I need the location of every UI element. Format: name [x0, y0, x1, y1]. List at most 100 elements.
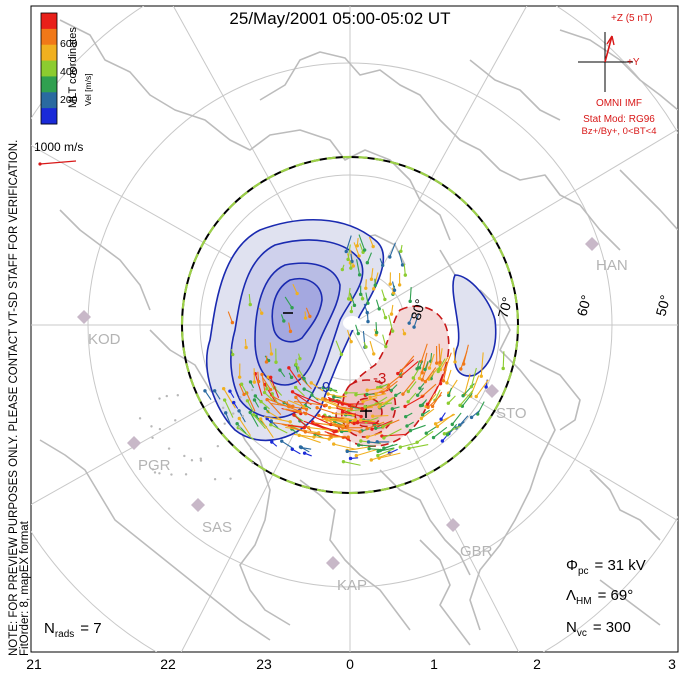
- velocity-vector: [388, 372, 405, 386]
- imf-vector: [604, 35, 613, 63]
- velocity-vector: [438, 358, 446, 370]
- velocity-vector: [335, 405, 352, 410]
- velocity-vector-origin: [361, 399, 365, 404]
- velocity-vector-origin: [364, 286, 368, 290]
- velocity-vector-origin: [365, 310, 369, 315]
- velocity-vector: [241, 383, 248, 396]
- velocity-vector: [348, 409, 361, 412]
- velocity-vector: [345, 235, 352, 252]
- velocity-vector-origin: [415, 393, 420, 397]
- imf-stat-mod: Stat Mod: RG96: [583, 114, 655, 125]
- velocity-vector: [293, 433, 315, 438]
- velocity-vector: [347, 446, 369, 451]
- velocity-vector: [224, 399, 234, 418]
- velocity-vector: [381, 289, 386, 300]
- velocity-vector-origin: [419, 416, 424, 421]
- imf-y-label: +Y: [627, 57, 640, 68]
- velocity-vector: [369, 393, 387, 398]
- velocity-vector: [270, 377, 280, 398]
- velocity-vector-origin: [312, 435, 316, 439]
- velocity-vector: [312, 435, 330, 440]
- velocity-vector-origin: [317, 413, 321, 418]
- velocity-vector-origin: [345, 449, 349, 454]
- imf-condition: Bz+/By+, 0<BT<4: [582, 126, 657, 137]
- colorbar-segment: [41, 44, 57, 62]
- velocity-vector-origin: [334, 429, 338, 433]
- velocity-vector-origin: [381, 424, 385, 428]
- velocity-vector-origin: [326, 392, 330, 396]
- fit-order-note: FitOrder: 8, mapEX format: [19, 520, 31, 656]
- radar-site-sto: STO: [485, 384, 527, 422]
- data-point: [251, 461, 254, 465]
- velocity-vector-origin: [235, 421, 239, 426]
- velocity-vector-origin: [372, 352, 376, 356]
- velocity-vector: [347, 450, 358, 453]
- velocity-vector-origin: [303, 430, 308, 434]
- velocity-vector-origin: [372, 287, 376, 291]
- data-point: [216, 444, 220, 448]
- velocity-vector: [400, 355, 415, 372]
- velocity-vector: [402, 378, 416, 395]
- data-point: [249, 447, 253, 451]
- velocity-vector-origin: [412, 325, 416, 329]
- velocity-vector: [236, 423, 247, 434]
- imf-clock: +Z (5 nT) +Y OMNI IMF Stat Mod: RG96 Bz+…: [578, 13, 657, 137]
- velocity-vector-origin: [349, 309, 354, 314]
- velocity-vector: [246, 400, 254, 413]
- velocity-vector: [367, 432, 383, 438]
- velocity-vector: [295, 387, 305, 397]
- data-point: [239, 396, 242, 399]
- velocity-vector-origin: [388, 282, 392, 286]
- velocity-vector-origin: [391, 291, 396, 295]
- velocity-vector: [447, 423, 458, 436]
- radar-site-icon: [585, 237, 599, 251]
- mlt-label-3: 3: [668, 656, 676, 672]
- radar-site-pgr: PGR: [127, 436, 171, 474]
- velocity-vector-origin: [365, 261, 370, 265]
- data-point: [241, 414, 245, 418]
- velocity-vector: [421, 383, 437, 397]
- colorbar-segment: [41, 60, 57, 77]
- velocity-vector: [428, 368, 438, 380]
- velocity-vector: [248, 294, 251, 305]
- velocity-vector-origin: [403, 404, 407, 409]
- velocity-vector-origin: [407, 321, 411, 325]
- coords-label: MLT coordinates: [67, 27, 79, 108]
- data-point: [170, 473, 173, 476]
- velocity-vector-origin: [406, 400, 410, 404]
- velocity-vector-origin: [282, 319, 286, 323]
- velocity-vector-origin: [427, 366, 432, 370]
- velocity-vector-origin: [252, 398, 257, 402]
- velocity-vector-origin: [420, 378, 424, 382]
- velocity-vector-origin: [221, 386, 226, 391]
- scale-vector-origin: [38, 162, 42, 166]
- velocity-vector-origin: [423, 379, 428, 384]
- colorbar-tick-200: 200: [60, 94, 78, 106]
- radar-site-icon: [127, 436, 141, 450]
- velocity-vector-origin: [374, 330, 379, 335]
- velocity-vector-origin: [302, 405, 306, 409]
- velocity-vector: [434, 389, 441, 401]
- velocity-vector-origin: [388, 255, 392, 259]
- velocity-vector-origin: [344, 391, 348, 395]
- radar-site-kod: KOD: [77, 310, 121, 348]
- velocity-vector: [356, 259, 361, 275]
- data-point: [232, 412, 235, 415]
- velocity-vector-origin: [407, 446, 411, 451]
- velocity-vector: [369, 448, 386, 451]
- velocity-vector-origin: [287, 405, 291, 409]
- velocity-vector-origin: [377, 307, 381, 311]
- velocity-vector-origin: [417, 366, 422, 370]
- velocity-vector: [388, 314, 394, 332]
- velocity-vector-origin: [340, 410, 345, 414]
- velocity-vector-origin: [368, 395, 372, 400]
- velocity-vector-origin: [264, 360, 269, 364]
- velocity-vector-origin: [420, 413, 425, 417]
- velocity-vector-origin: [437, 367, 441, 371]
- velocity-vector-origin: [352, 421, 356, 426]
- velocity-vector: [238, 418, 252, 436]
- data-point: [150, 425, 153, 428]
- velocity-vector: [378, 397, 394, 408]
- velocity-vector: [347, 330, 352, 342]
